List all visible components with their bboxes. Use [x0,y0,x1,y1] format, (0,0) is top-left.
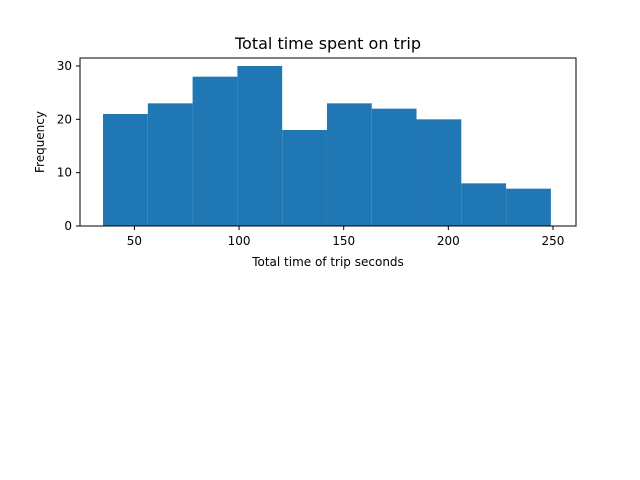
histogram-bar-5 [282,130,327,226]
y-axis-ticks: 0 10 20 30 [57,59,80,233]
y-tick-label: 10 [57,166,72,180]
x-axis-ticks: 50 100 150 200 250 [127,226,565,248]
x-tick-label: 200 [437,234,460,248]
histogram-bar-3 [192,76,238,227]
y-axis-label: Frequency [33,111,47,173]
histogram-bar-6 [326,103,372,226]
x-axis-label: Total time of trip seconds [251,255,404,269]
plot-area-frame [79,57,577,227]
y-tick-label: 20 [57,112,72,126]
bars-group [103,66,551,227]
x-tick-label: 150 [332,234,355,248]
histogram-bar-2 [147,103,193,226]
histogram-bar-10 [506,188,551,226]
x-tick-label: 250 [542,234,565,248]
y-tick-label: 30 [57,59,72,73]
histogram-bar-1 [103,114,148,226]
x-tick-label: 50 [127,234,142,248]
histogram-bar-8 [416,119,462,226]
histogram-bar-9 [461,183,507,226]
chart-title: Total time spent on trip [234,34,421,53]
x-tick-label: 100 [228,234,251,248]
y-tick-label: 0 [64,219,72,233]
histogram-bar-7 [371,108,417,226]
histogram-bar-4 [237,66,283,226]
